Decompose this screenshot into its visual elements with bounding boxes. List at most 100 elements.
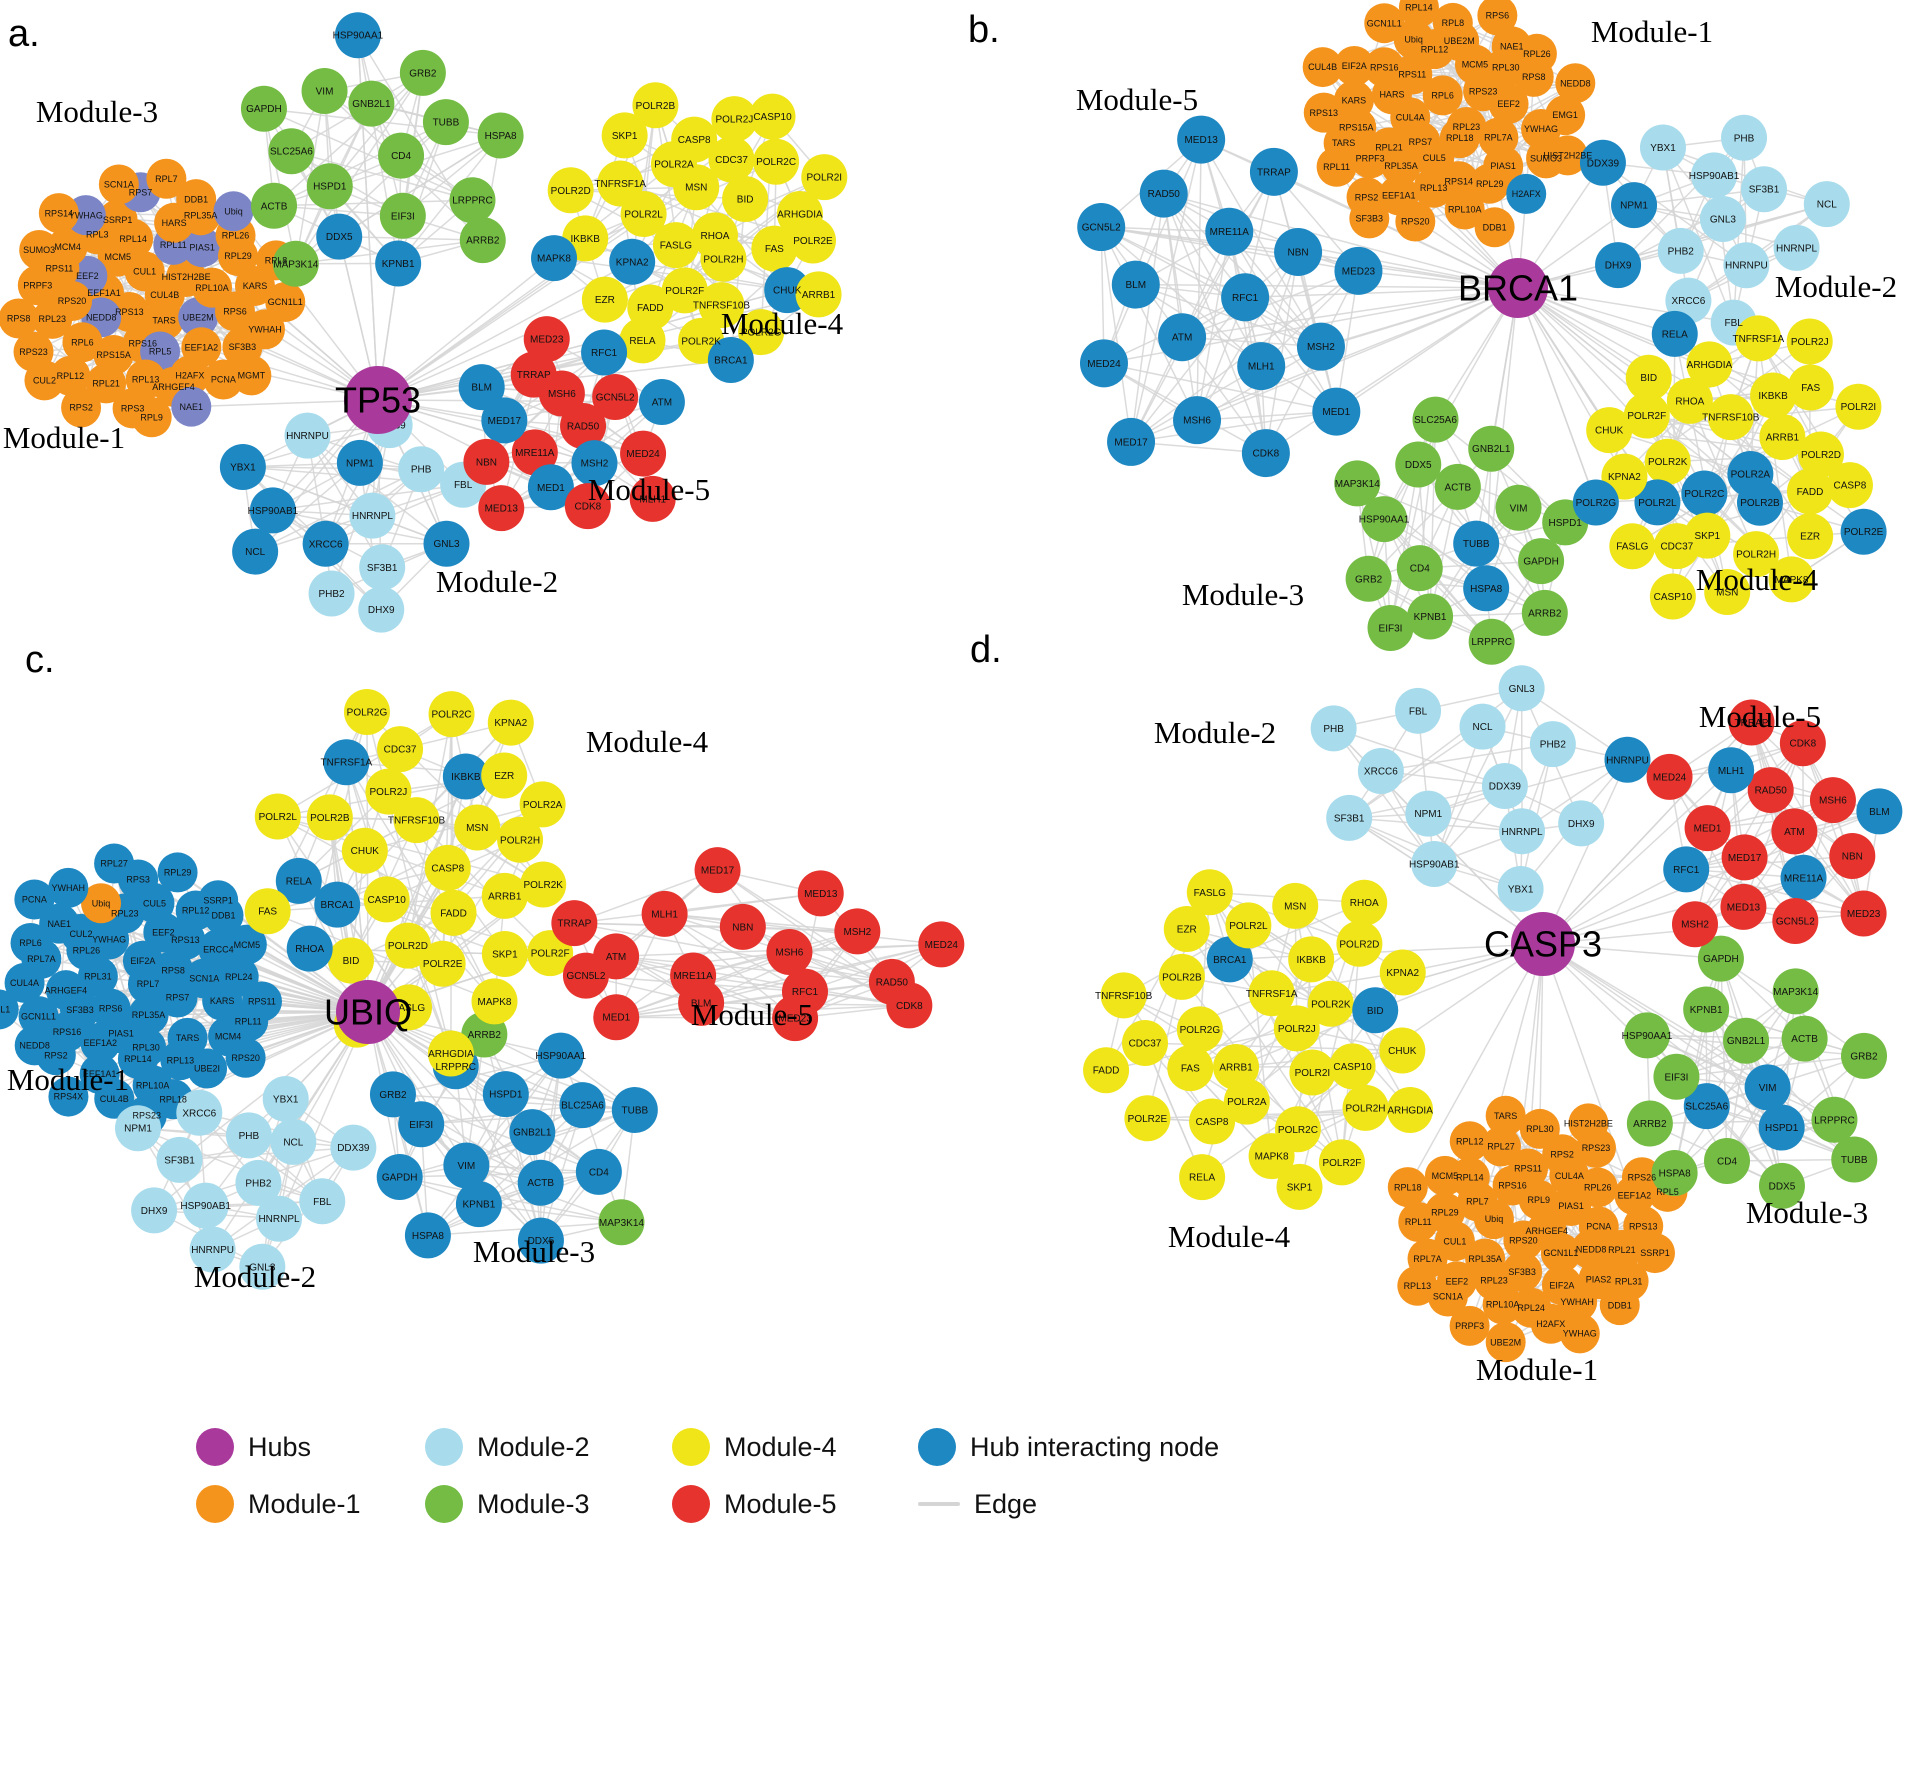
node-POLR2D[interactable]: [547, 167, 594, 214]
node-CHUK[interactable]: [1586, 407, 1633, 454]
node-MED17[interactable]: [1107, 417, 1156, 466]
node-ACTB[interactable]: [517, 1159, 564, 1206]
node-SSRP1[interactable]: [1634, 1233, 1675, 1274]
node-ARRB2[interactable]: [459, 217, 506, 264]
node-HSP90AA1[interactable]: [334, 12, 381, 59]
node-NPM1[interactable]: [336, 439, 383, 486]
node-MAP3K14[interactable]: [598, 1199, 645, 1246]
node-POLR2I[interactable]: [1835, 383, 1882, 430]
node-MED1[interactable]: [1684, 805, 1731, 852]
node-CASP10[interactable]: [1329, 1043, 1376, 1090]
node-RPS11[interactable]: [1508, 1148, 1549, 1189]
node-RAD50[interactable]: [1747, 767, 1794, 814]
node-HSPD1[interactable]: [482, 1071, 529, 1118]
node-POLR2C[interactable]: [1681, 470, 1728, 517]
node-POLR2F[interactable]: [1318, 1139, 1365, 1186]
node-RPL21[interactable]: [86, 363, 127, 404]
node-FAS[interactable]: [751, 225, 798, 272]
node-POLR2K[interactable]: [1644, 438, 1691, 485]
node-NBN[interactable]: [1274, 228, 1323, 277]
node-POLR2J[interactable]: [1273, 1005, 1320, 1052]
node-CDK8[interactable]: [564, 483, 611, 530]
node-NAE1[interactable]: [171, 386, 212, 427]
node-CDK8[interactable]: [886, 982, 933, 1029]
node-RPL35A[interactable]: [1381, 145, 1422, 186]
node-POLR2H[interactable]: [497, 816, 544, 863]
node-MSN[interactable]: [1704, 569, 1751, 616]
node-MAPK8[interactable]: [1768, 556, 1815, 603]
node-HSP90AB1[interactable]: [249, 487, 296, 534]
node-CD4[interactable]: [575, 1148, 622, 1195]
node-BRCA1[interactable]: [1206, 936, 1253, 983]
node-RPL12[interactable]: [1449, 1121, 1490, 1162]
node-MRE11A[interactable]: [1205, 207, 1254, 256]
node-TNFRSF10B[interactable]: [698, 282, 745, 329]
node-MED1[interactable]: [593, 994, 640, 1041]
node-POLR2K[interactable]: [1307, 980, 1354, 1027]
node-MED23[interactable]: [523, 316, 570, 363]
node-BID[interactable]: [327, 937, 374, 984]
node-POLR2D[interactable]: [384, 922, 431, 969]
node-SSRP1[interactable]: [198, 880, 239, 921]
node-RPL10A[interactable]: [1444, 189, 1485, 230]
node-VIM[interactable]: [1744, 1064, 1791, 1111]
node-BLM[interactable]: [1856, 788, 1903, 835]
node-MED24[interactable]: [918, 921, 965, 968]
node-EZR[interactable]: [481, 752, 528, 799]
node-HNRNPU[interactable]: [189, 1226, 236, 1273]
node-RPL29[interactable]: [1469, 163, 1510, 204]
node-TNFRSF1A[interactable]: [323, 739, 370, 786]
node-DDX5[interactable]: [1758, 1162, 1805, 1209]
node-BLM[interactable]: [458, 364, 505, 411]
node-RPS20[interactable]: [1395, 201, 1436, 242]
node-RPL13[interactable]: [1413, 167, 1454, 208]
node-MSH6[interactable]: [766, 929, 813, 976]
node-EIF3I[interactable]: [379, 192, 426, 239]
node-LRPPRC[interactable]: [1468, 618, 1515, 665]
node-RELA[interactable]: [1179, 1154, 1226, 1201]
node-CHUK[interactable]: [341, 827, 388, 874]
node-DHX9[interactable]: [358, 586, 405, 633]
node-ARRB2[interactable]: [1626, 1100, 1673, 1147]
node-POLR2F[interactable]: [661, 267, 708, 314]
node-FAS[interactable]: [1167, 1045, 1214, 1092]
node-CD4[interactable]: [378, 132, 425, 179]
node-MCM5[interactable]: [1424, 1155, 1465, 1196]
node-XRCC6[interactable]: [302, 520, 349, 567]
node-MRE11A[interactable]: [1780, 854, 1827, 901]
node-RPS20[interactable]: [1503, 1220, 1544, 1261]
node-CDC37[interactable]: [377, 726, 424, 773]
node-TARS[interactable]: [1485, 1095, 1526, 1136]
node-GNB2L1[interactable]: [1723, 1017, 1770, 1064]
node-YWHAH[interactable]: [1557, 1281, 1598, 1322]
node-Ubiq[interactable]: [213, 191, 254, 232]
node-RPL23[interactable]: [32, 298, 73, 339]
node-MAPK8[interactable]: [471, 978, 518, 1025]
node-MSH6[interactable]: [1809, 777, 1856, 824]
node-IKBKB[interactable]: [442, 753, 489, 800]
node-POLR2G[interactable]: [343, 688, 390, 735]
node-MED17[interactable]: [1721, 834, 1768, 881]
node-SUMO3[interactable]: [19, 230, 60, 271]
node-MED24[interactable]: [620, 430, 667, 477]
node-IKBKB[interactable]: [1750, 372, 1797, 419]
node-PHB[interactable]: [1721, 114, 1768, 161]
node-CASP10[interactable]: [363, 876, 410, 923]
node-RPL6[interactable]: [10, 922, 51, 963]
node-MAPK8[interactable]: [1248, 1133, 1295, 1180]
node-SF3B1[interactable]: [1741, 166, 1788, 213]
node-MLH1[interactable]: [1708, 747, 1755, 794]
node-Ubiq[interactable]: [81, 883, 122, 924]
node-FASLG[interactable]: [652, 222, 699, 269]
node-DHX9[interactable]: [1558, 800, 1605, 847]
node-FBL[interactable]: [299, 1178, 346, 1225]
node-POLR2E[interactable]: [1840, 508, 1887, 555]
node-LRPPRC[interactable]: [449, 177, 496, 224]
node-BRCA1[interactable]: [707, 336, 754, 383]
node-POLR2C[interactable]: [428, 691, 475, 738]
node-RPL30[interactable]: [1519, 1108, 1560, 1149]
hub-node-CASP3[interactable]: [1511, 912, 1575, 976]
node-RPS11[interactable]: [241, 981, 282, 1022]
node-POLR2H[interactable]: [1733, 531, 1780, 578]
node-TRRAP[interactable]: [510, 351, 557, 398]
